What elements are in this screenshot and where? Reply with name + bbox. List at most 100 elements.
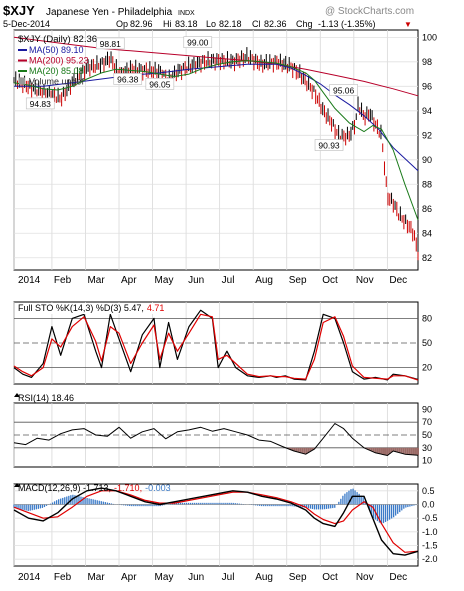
annotation-box [145,78,175,90]
legend-item: Volume undef [29,77,85,87]
month-label: May [155,275,174,286]
macd-title-signal: -1.710, [114,483,142,493]
macd-line [13,487,419,556]
bottom-month-label: Feb [54,572,72,583]
legend-item: MA(20) 85.08 [29,66,84,76]
month-label: Feb [54,275,72,286]
price-annotation: 96.38 [117,74,139,84]
month-label: Jul [222,275,235,286]
annotation-box [183,36,213,48]
bottom-month-label: Apr [121,572,137,583]
header-date: 5-Dec-2014 [3,19,50,29]
y-tick-label: 82 [422,253,432,263]
change-down-arrow: ▼ [404,20,412,29]
rsi-y-tick: 70 [422,417,432,427]
ma20-line [13,60,419,221]
y-tick-label: -1.0 [422,527,438,537]
price-annotation: 96.05 [149,79,171,89]
price-annotation: 90.93 [318,141,340,151]
month-label: Apr [121,275,137,286]
watermark: @ StockCharts.com [325,6,414,17]
sto-y-tick: 50 [422,338,432,348]
price-chart-title: $XJY (Daily) 82.36 [18,34,97,45]
price-annotation: 98.81 [100,39,122,49]
y-tick-label: -0.5 [422,513,438,523]
legend-item: MA(50) 89.10 [29,45,84,55]
y-tick-label: 84 [422,228,432,238]
y-tick-label: 98 [422,57,432,67]
rsi-line [13,423,419,456]
price-annotation: 99.00 [187,38,209,48]
annotation-box [329,84,358,96]
bottom-month-label: Aug [255,572,273,583]
open-value: 82.96 [130,19,153,29]
annotation-box [25,97,55,110]
month-label: 2014 [18,275,41,286]
bottom-month-label: Jun [188,572,204,583]
bottom-month-label: Nov [356,572,374,583]
price-annotation: 95.06 [333,85,355,95]
bottom-month-label: 2014 [18,572,41,583]
exchange: INDX [178,10,195,17]
rsi-y-tick: 30 [422,443,432,453]
sto-y-tick: 80 [422,313,432,323]
macd-title-histogram: -0.003 [145,483,171,493]
legend-item: MA(200) 95.23 [29,56,89,66]
annotation-box [314,139,344,151]
rsi-y-tick: 10 [422,456,432,466]
y-tick-label: 96 [422,81,432,91]
y-tick-label: 94 [422,106,432,116]
chart-panels: 100 98 96 94 92 90 88 86 84 82 94.83 98.81 96.38 96.0… [13,29,438,583]
y-tick-label: 88 [422,179,432,189]
price-annotation: 94.83 [30,99,52,109]
month-label: Dec [389,275,407,286]
bottom-month-label: Oct [322,572,338,583]
ma200-line [13,36,419,97]
low-value: 82.18 [219,19,242,29]
sto-title-d-value: 4.71 [147,303,165,313]
month-label: Oct [322,275,338,286]
y-tick-label: 100 [422,32,437,42]
y-tick-label: -1.5 [422,541,438,551]
instrument-name: Japanese Yen - Philadelphia [46,7,173,18]
open-label: Op [116,19,128,29]
bottom-month-label: May [155,572,174,583]
y-tick-label: 0.5 [422,486,435,496]
month-label: Aug [255,275,273,286]
y-tick-label: 0.0 [422,500,435,510]
legend-swatch [19,77,25,85]
y-tick-label: 92 [422,130,432,140]
sto-title-text: Full STO %K(14,3) %D(3) 5.47, [18,303,144,313]
change-label: Chg [296,19,313,29]
bottom-month-label: Jul [222,572,235,583]
ma50-line [14,63,419,172]
bottom-month-label: Sep [289,572,307,583]
month-label: Nov [356,275,374,286]
rsi-y-tick: 90 [422,404,432,414]
y-tick-label: 86 [422,204,432,214]
sto-y-tick: 20 [422,363,432,373]
macd-title: MACD(12,26,9) -1.713, -1.710, -0.003 [18,483,171,493]
month-label: Sep [289,275,307,286]
bottom-month-label: Dec [389,572,407,583]
y-tick-label: -2.0 [422,554,438,564]
bottom-month-label: Mar [87,572,105,583]
sto-d-line [13,313,419,381]
close-value: 82.36 [264,19,287,29]
annotation-box [95,37,125,50]
sto-k-line [13,309,419,381]
rsi-title: RSI(14) 18.46 [18,393,74,403]
macd-marker-icon [14,483,20,487]
high-value: 83.18 [175,19,198,29]
sto-title-bg [15,303,183,314]
sto-title: Full STO %K(14,3) %D(3) 5.47, 4.71 [18,303,164,313]
macd-title-text: MACD(12,26,9) -1.713, [18,483,111,493]
annotation-box [113,73,143,85]
y-tick-label: 90 [422,155,432,165]
close-label: Cl [252,19,261,29]
symbol: $XJY [3,3,35,18]
low-label: Lo [206,19,216,29]
